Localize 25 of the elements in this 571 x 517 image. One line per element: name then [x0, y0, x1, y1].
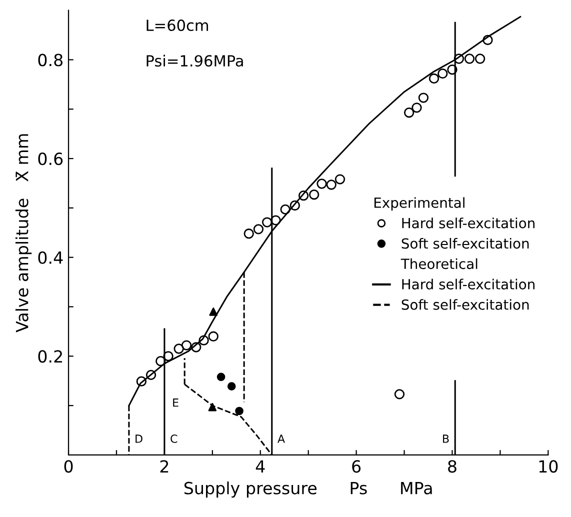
annotation: L=60cm — [146, 20, 208, 32]
annotation: Theoretical — [400, 258, 478, 270]
y-tick-label: 0.4 — [38, 251, 63, 264]
x-tick-label: 4 — [256, 460, 265, 472]
legend-label: Hard self-excitation — [402, 278, 534, 290]
x-tick-label: 8 — [448, 460, 456, 473]
legend-title: Experimental — [374, 197, 464, 211]
legend-label: Hard self-excitation — [402, 218, 534, 228]
annotation: D — [136, 434, 142, 443]
legend-label: Soft self-excitation — [402, 238, 529, 249]
annotation: E — [173, 398, 178, 407]
annotation: B — [443, 434, 449, 443]
legend-label: Soft self-excitation — [402, 299, 529, 310]
x-tick-label: 0 — [64, 460, 73, 473]
x-tick-label: 6 — [352, 460, 361, 473]
y-tick-label: 0.6 — [38, 152, 63, 166]
x-tick-label: 10 — [539, 460, 558, 473]
y-tick-label: 0.2 — [38, 350, 62, 363]
annotation: C — [170, 434, 178, 443]
annotation: Psi=1.96MPa — [146, 54, 243, 67]
annotation: A — [278, 434, 285, 443]
y-tick-label: 0.8 — [38, 54, 63, 66]
x-axis-title: Supply pressure Ps MPa — [184, 482, 432, 498]
x-tick-label: 2 — [160, 460, 168, 472]
y-axis-title: Valve amplitude X̄ mm — [15, 134, 32, 332]
